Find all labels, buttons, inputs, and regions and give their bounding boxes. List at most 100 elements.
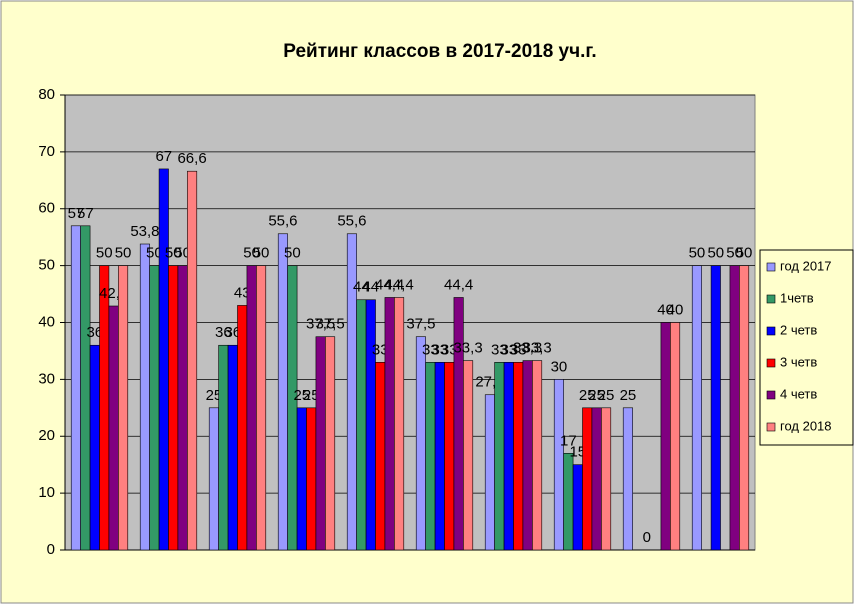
data-label: 50 [707, 245, 724, 262]
data-label: 55,6 [337, 213, 366, 230]
data-label: 40 [667, 301, 684, 318]
y-tick-label: 10 [38, 484, 55, 501]
data-label: 66,6 [177, 150, 206, 167]
bar [444, 362, 455, 551]
data-label: 33 [500, 341, 517, 358]
data-label: 55,6 [268, 213, 297, 230]
data-label: 37,5 [315, 316, 344, 333]
bar [375, 362, 386, 551]
chart-title: Рейтинг классов в 2017-2018 уч.г. [283, 41, 596, 62]
data-label: 33 [422, 341, 439, 358]
data-label: 33 [431, 341, 448, 358]
data-label: 44 [362, 279, 379, 296]
legend-swatch [766, 262, 776, 272]
data-label: 33 [491, 341, 508, 358]
bar [139, 243, 150, 551]
bar [434, 362, 445, 551]
data-label: 57 [77, 205, 94, 222]
bar [710, 265, 721, 551]
y-tick-label: 40 [38, 313, 55, 330]
bar [513, 362, 524, 551]
legend [759, 249, 854, 446]
bar [287, 265, 298, 551]
bar [80, 225, 91, 551]
data-label: 57 [68, 205, 85, 222]
bar [532, 360, 543, 551]
legend-label: 4 четв [780, 386, 817, 401]
bar [256, 265, 267, 551]
data-label: 25 [293, 387, 310, 404]
bar [227, 344, 238, 551]
legend-swatch [766, 390, 776, 400]
y-tick-label: 30 [38, 370, 55, 387]
data-label: 44,4 [384, 276, 413, 293]
data-label: 37,5 [306, 316, 335, 333]
data-label: 50 [174, 245, 191, 262]
bar [187, 170, 198, 551]
bar [218, 344, 229, 551]
y-tick-label: 50 [38, 257, 55, 274]
data-label: 25 [620, 387, 637, 404]
y-tick-label: 80 [38, 86, 55, 103]
legend-label: 3 четв [780, 354, 817, 369]
y-tick-label: 60 [38, 200, 55, 217]
data-label: 36 [215, 324, 232, 341]
bar [237, 305, 248, 551]
bar [99, 265, 110, 551]
data-label: 25 [303, 387, 320, 404]
data-label: 50 [689, 245, 706, 262]
legend-label: 2 четв [780, 322, 817, 337]
data-label: 50 [96, 245, 113, 262]
bar [246, 265, 257, 551]
bar [425, 362, 436, 551]
data-label: 40 [657, 301, 674, 318]
bar [484, 394, 495, 551]
bar [522, 360, 533, 551]
data-label: 50 [253, 245, 270, 262]
bar [582, 407, 593, 551]
bar [208, 407, 219, 551]
bar [394, 297, 405, 551]
y-tick-label: 20 [38, 427, 55, 444]
legend-swatch [766, 294, 776, 304]
bar [691, 265, 702, 551]
data-label: 50 [736, 245, 753, 262]
bar [463, 360, 474, 551]
legend-swatch [766, 326, 776, 336]
bar [601, 407, 612, 551]
bar [503, 362, 514, 551]
data-label: 30 [551, 358, 568, 375]
data-label: 50 [115, 245, 132, 262]
data-label: 44,4 [444, 276, 473, 293]
bar [277, 233, 288, 551]
data-label: 33,3 [453, 340, 482, 357]
bar [177, 265, 188, 551]
data-label: 44 [353, 279, 370, 296]
data-label: 50 [146, 245, 163, 262]
data-label: 33 [441, 341, 458, 358]
data-label: 50 [165, 245, 182, 262]
bar [384, 297, 395, 551]
data-label: 25 [598, 387, 615, 404]
data-label: 33 [510, 341, 527, 358]
bar [89, 344, 100, 551]
data-label: 50 [284, 245, 301, 262]
data-label: 53,8 [130, 223, 159, 240]
legend-swatch [766, 358, 776, 368]
bar [670, 322, 681, 551]
y-tick-label: 70 [38, 143, 55, 160]
legend-label: год 2018 [780, 418, 832, 433]
data-label: 67 [155, 148, 172, 165]
bar [739, 265, 750, 551]
bar [660, 322, 671, 551]
bar [306, 407, 317, 551]
data-label: 33,3 [513, 340, 542, 357]
bar [494, 362, 505, 551]
bar [622, 407, 633, 551]
bar [563, 453, 574, 551]
bar [70, 225, 81, 551]
bar [453, 297, 464, 551]
data-label: 36 [224, 324, 241, 341]
data-label: 50 [243, 245, 260, 262]
